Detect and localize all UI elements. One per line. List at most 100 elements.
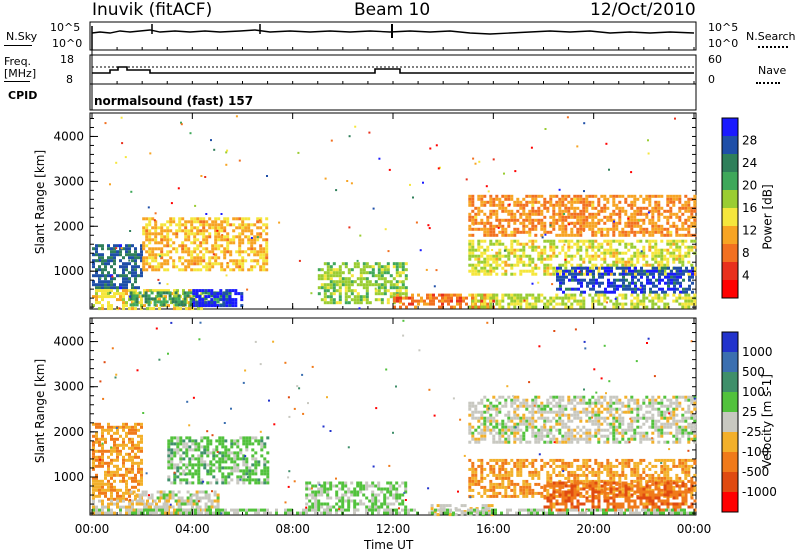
velocity-cell bbox=[603, 398, 607, 402]
velocity-cell bbox=[113, 449, 116, 453]
power-cell bbox=[618, 212, 622, 216]
power-cell bbox=[540, 293, 544, 297]
velocity-cell bbox=[104, 491, 107, 495]
velocity-cell bbox=[507, 416, 511, 420]
power-cell bbox=[564, 206, 568, 210]
power-cell bbox=[138, 291, 142, 295]
power-cell bbox=[374, 262, 378, 266]
power-cell bbox=[162, 303, 166, 307]
velocity-cell bbox=[197, 481, 201, 485]
velocity-cell bbox=[570, 413, 574, 417]
velocity-cell bbox=[430, 510, 434, 514]
power-cell bbox=[220, 220, 224, 224]
power-cell bbox=[256, 217, 260, 221]
power-cell bbox=[684, 203, 688, 207]
velocity-cell bbox=[594, 431, 598, 435]
power-cell bbox=[113, 292, 116, 296]
velocity-cell bbox=[221, 472, 225, 476]
power-cell bbox=[601, 281, 604, 285]
power-cell bbox=[217, 217, 221, 221]
velocity-cell bbox=[92, 482, 95, 486]
power-cell bbox=[669, 251, 673, 255]
power-cell bbox=[591, 221, 595, 225]
velocity-cell bbox=[442, 504, 446, 508]
power-cell bbox=[693, 299, 697, 303]
power-cell bbox=[652, 272, 655, 276]
power-cell bbox=[140, 304, 143, 308]
power-cell bbox=[522, 254, 526, 258]
power-cell bbox=[585, 239, 589, 243]
velocity-cell bbox=[579, 401, 583, 405]
power-cell bbox=[546, 269, 550, 273]
velocity-cell bbox=[182, 451, 186, 455]
power-cell bbox=[278, 221, 281, 224]
velocity-cell bbox=[549, 425, 553, 429]
power-cell bbox=[630, 224, 634, 228]
power-cell bbox=[546, 200, 550, 204]
velocity-cell bbox=[594, 428, 598, 432]
velocity-cell bbox=[116, 470, 119, 474]
power-cell bbox=[654, 254, 658, 258]
power-cell bbox=[142, 229, 146, 233]
velocity-cell bbox=[666, 404, 670, 408]
velocity-cell bbox=[113, 431, 116, 435]
power-cell bbox=[654, 239, 658, 243]
power-cell bbox=[198, 289, 202, 293]
nave-label: Nave bbox=[758, 64, 787, 77]
power-cell bbox=[630, 242, 634, 246]
power-cell bbox=[678, 302, 682, 306]
power-cell bbox=[223, 217, 227, 221]
power-cell bbox=[660, 299, 664, 303]
power-cell bbox=[567, 293, 571, 297]
power-cell bbox=[498, 197, 502, 201]
velocity-cell bbox=[326, 505, 330, 509]
power-cell bbox=[338, 301, 342, 305]
power-cell bbox=[157, 278, 160, 281]
power-cell bbox=[188, 307, 191, 311]
power-cell bbox=[615, 239, 619, 243]
velocity-cell bbox=[642, 422, 646, 426]
velocity-cell bbox=[221, 478, 225, 482]
power-cell bbox=[537, 221, 541, 225]
velocity-cell bbox=[477, 416, 481, 420]
power-cell bbox=[183, 291, 187, 295]
velocity-cell bbox=[194, 442, 198, 446]
power-cell bbox=[205, 220, 209, 224]
power-cell bbox=[368, 131, 371, 134]
power-cell bbox=[648, 221, 652, 225]
power-cell bbox=[605, 142, 608, 145]
power-cell bbox=[604, 269, 607, 273]
power-cell bbox=[675, 230, 679, 234]
power-cell bbox=[329, 286, 333, 290]
power-cell bbox=[606, 227, 610, 231]
power-cell bbox=[202, 223, 206, 227]
velocity-cell bbox=[386, 496, 390, 500]
velocity-cell bbox=[591, 422, 595, 426]
velocity-cell bbox=[597, 407, 601, 411]
velocity-cell bbox=[98, 485, 101, 489]
power-cell bbox=[142, 259, 146, 263]
power-cell bbox=[567, 260, 571, 264]
velocity-cell bbox=[221, 451, 225, 455]
power-cell bbox=[549, 302, 553, 306]
power-cell bbox=[525, 224, 529, 228]
nsearch-line bbox=[758, 46, 788, 48]
power-cell bbox=[675, 212, 679, 216]
power-cell bbox=[661, 266, 664, 270]
power-cell bbox=[573, 221, 577, 225]
power-cell bbox=[651, 215, 655, 219]
velocity-cell bbox=[251, 448, 255, 452]
power-cell bbox=[621, 260, 625, 264]
power-cell bbox=[682, 290, 685, 294]
power-cell bbox=[660, 230, 664, 234]
power-cell bbox=[519, 254, 523, 258]
velocity-cell bbox=[570, 434, 574, 438]
power-cell bbox=[153, 219, 156, 222]
power-cell bbox=[637, 269, 640, 273]
power-cell bbox=[609, 212, 613, 216]
power-cell bbox=[657, 227, 661, 231]
power-cell bbox=[585, 254, 589, 258]
power-cell bbox=[679, 284, 682, 288]
power-cell bbox=[101, 307, 104, 311]
power-cell bbox=[368, 283, 372, 287]
